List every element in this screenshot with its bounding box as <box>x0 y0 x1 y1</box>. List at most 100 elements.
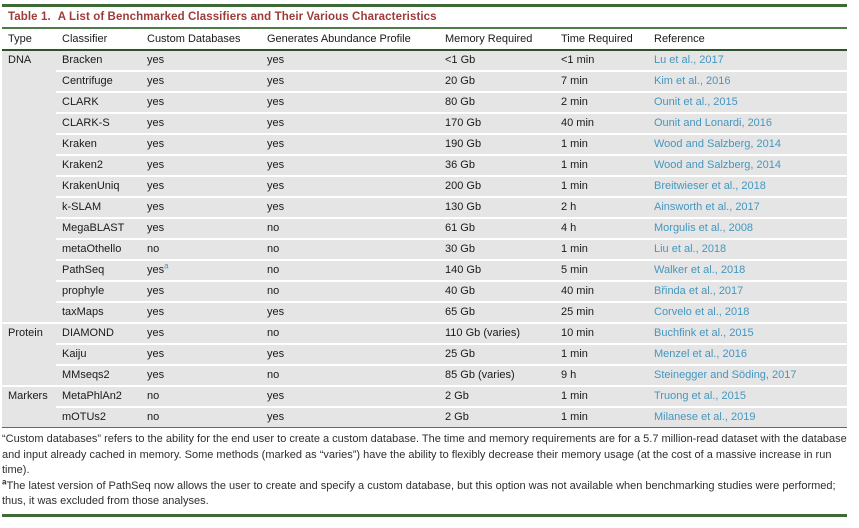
memory-required-cell: 80 Gb <box>445 95 475 108</box>
memory-required-cell: 2 Gb <box>445 389 469 402</box>
time-required-cell: 1 min <box>561 389 588 402</box>
custom-databases-cell: yes <box>147 158 165 171</box>
custom-databases-cell: yes <box>147 326 165 339</box>
abundance-profile-cell: no <box>267 221 280 234</box>
abundance-profile-cell: yes <box>267 305 285 318</box>
abundance-profile-cell: yes <box>267 347 285 360</box>
reference-link[interactable]: Breitwieser et al., 2018 <box>654 179 766 192</box>
time-required-cell: 25 min <box>561 305 595 318</box>
time-required-cell: 40 min <box>561 116 595 129</box>
reference-link[interactable]: Břinda et al., 2017 <box>654 284 744 297</box>
abundance-profile-cell: yes <box>267 95 285 108</box>
custom-databases-cell: yes <box>147 200 165 213</box>
time-required-cell: 40 min <box>561 284 595 297</box>
classifier-cell: Kaiju <box>62 347 87 360</box>
custom-databases-cell: yes <box>147 305 165 318</box>
memory-required-cell: 170 Gb <box>445 116 482 129</box>
memory-required-cell: 200 Gb <box>445 179 482 192</box>
reference-link[interactable]: Corvelo et al., 2018 <box>654 305 750 318</box>
table-header-row: Type Classifier Custom Databases Generates … <box>2 29 847 49</box>
time-required-cell: 1 min <box>561 137 588 150</box>
classifier-cell: taxMaps <box>62 305 104 318</box>
reference-link[interactable]: Lu et al., 2017 <box>654 53 724 66</box>
custom-databases-cell: yes <box>147 116 165 129</box>
classifier-cell: MetaPhlAn2 <box>62 389 122 402</box>
reference-link[interactable]: Walker et al., 2018 <box>654 263 746 276</box>
footnotes: “Custom databases” refers to the ability… <box>2 428 847 512</box>
table-row: Bracken yes yes <1 Gb <1 min Lu et al., 2017 <box>56 50 847 70</box>
memory-required-cell: 110 Gb (varies) <box>445 326 520 339</box>
header-rule <box>2 48 847 51</box>
abundance-profile-cell: yes <box>267 74 285 87</box>
group-rows: DIAMOND yes no 110 Gb (varies) 10 min Buchfin… <box>56 323 847 385</box>
classifier-cell: DIAMOND <box>62 326 114 339</box>
footnote-a: aThe latest version of PathSeq now allow… <box>2 477 847 510</box>
classifier-cell: CLARK-S <box>62 116 110 129</box>
time-required-cell: 4 h <box>561 221 577 234</box>
custom-databases-cell: yes <box>147 284 165 297</box>
classifier-cell: metaOthello <box>62 242 122 255</box>
time-required-cell: 10 min <box>561 326 595 339</box>
custom-databases-cell: yesa <box>147 260 169 276</box>
custom-databases-cell: yes <box>147 53 165 66</box>
classifier-cell: Kraken <box>62 137 97 150</box>
abundance-profile-cell: yes <box>267 200 285 213</box>
reference-link[interactable]: Steinegger and Söding, 2017 <box>654 368 797 381</box>
body-end-rule <box>2 426 847 428</box>
group-rows: Bracken yes yes <1 Gb <1 min Lu et al., 2017 C… <box>56 50 847 322</box>
classifier-cell: Bracken <box>62 53 103 66</box>
title-rule <box>2 27 847 29</box>
classifier-cell: k-SLAM <box>62 200 102 213</box>
group-rows: MetaPhlAn2 no yes 2 Gb 1 min Truong et al., 2… <box>56 386 847 427</box>
reference-link[interactable]: Ainsworth et al., 2017 <box>654 200 760 213</box>
classifier-cell: CLARK <box>62 95 99 108</box>
time-required-cell: 1 min <box>561 347 588 360</box>
column-header-0: Type <box>8 32 32 45</box>
reference-link[interactable]: Ounit and Lonardi, 2016 <box>654 116 773 129</box>
abundance-profile-cell: no <box>267 368 280 381</box>
custom-databases-cell: no <box>147 242 160 255</box>
abundance-profile-cell: yes <box>267 410 285 423</box>
column-header-5: Time Required <box>561 32 633 45</box>
reference-link[interactable]: Morgulis et al., 2008 <box>654 221 754 234</box>
reference-link[interactable]: Milanese et al., 2019 <box>654 410 756 423</box>
time-required-cell: 1 min <box>561 179 588 192</box>
memory-required-cell: <1 Gb <box>445 53 476 66</box>
table-number: Table 1. <box>8 11 51 23</box>
table-row: Kraken yes yes 190 Gb 1 min Wood and Salzberg… <box>56 134 847 154</box>
bottom-rule <box>2 513 847 517</box>
abundance-profile-cell: yes <box>267 53 285 66</box>
memory-required-cell: 61 Gb <box>445 221 475 234</box>
table-row: mOTUs2 no yes 2 Gb 1 min Milanese et al., 201… <box>56 407 847 427</box>
table-row: MegaBLAST yes no 61 Gb 4 h Morgulis et al., 2… <box>56 218 847 238</box>
reference-link[interactable]: Ounit et al., 2015 <box>654 95 738 108</box>
abundance-profile-cell: yes <box>267 179 285 192</box>
reference-link[interactable]: Liu et al., 2018 <box>654 242 727 255</box>
table-row: MMseqs2 yes no 85 Gb (varies) 9 h Steinegger … <box>56 365 847 385</box>
column-header-4: Memory Required <box>445 32 533 45</box>
reference-link[interactable]: Truong et al., 2015 <box>654 389 746 402</box>
memory-required-cell: 30 Gb <box>445 242 475 255</box>
reference-link[interactable]: Buchfink et al., 2015 <box>654 326 754 339</box>
time-required-cell: 1 min <box>561 158 588 171</box>
abundance-profile-cell: yes <box>267 116 285 129</box>
time-required-cell: 1 min <box>561 242 588 255</box>
table-row: Kaiju yes yes 25 Gb 1 min Menzel et al., 2016 <box>56 344 847 364</box>
time-required-cell: 2 h <box>561 200 577 213</box>
table-row: KrakenUniq yes yes 200 Gb 1 min Breitwieser e… <box>56 176 847 196</box>
table-row: PathSeq yesa no 140 Gb 5 min Walker et al., 2… <box>56 260 847 280</box>
top-rule <box>2 4 847 7</box>
reference-link[interactable]: Wood and Salzberg, 2014 <box>654 158 781 171</box>
reference-link[interactable]: Wood and Salzberg, 2014 <box>654 137 781 150</box>
time-required-cell: 2 min <box>561 95 588 108</box>
table-group-protein: Protein DIAMOND yes no 110 Gb (varies) 10 min… <box>2 323 847 385</box>
footnote-a-text: The latest version of PathSeq now allows… <box>2 479 836 508</box>
table-row: DIAMOND yes no 110 Gb (varies) 10 min Buchfin… <box>56 323 847 343</box>
custom-databases-cell: yes <box>147 347 165 360</box>
table-row: Centrifuge yes yes 20 Gb 7 min Kim et al., 20… <box>56 71 847 91</box>
abundance-profile-cell: yes <box>267 137 285 150</box>
table-row: k-SLAM yes yes 130 Gb 2 h Ainsworth et al., 2… <box>56 197 847 217</box>
reference-link[interactable]: Kim et al., 2016 <box>654 74 731 87</box>
reference-link[interactable]: Menzel et al., 2016 <box>654 347 747 360</box>
time-required-cell: 9 h <box>561 368 577 381</box>
